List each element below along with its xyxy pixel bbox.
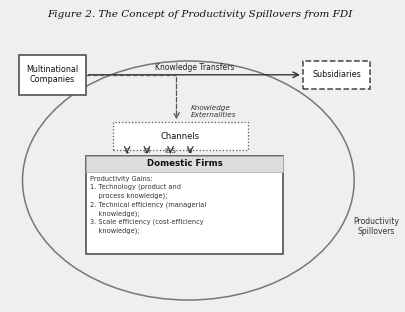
Text: C: C	[124, 149, 129, 154]
Text: DI: DI	[143, 149, 150, 154]
Text: Domestic Firms: Domestic Firms	[146, 159, 222, 168]
Text: Knowledge
Externalities: Knowledge Externalities	[190, 105, 235, 118]
Text: Multinational
Companies: Multinational Companies	[26, 65, 78, 85]
Text: Productivity Gains:
1. Technology (product and
    process knowledge);
2. Techni: Productivity Gains: 1. Technology (produ…	[90, 176, 206, 234]
Text: I&S: I&S	[164, 149, 176, 154]
Text: Channels: Channels	[160, 132, 200, 141]
FancyBboxPatch shape	[113, 122, 247, 150]
FancyBboxPatch shape	[85, 156, 282, 172]
FancyBboxPatch shape	[302, 61, 369, 89]
Text: Knowledge Transfers: Knowledge Transfers	[154, 63, 233, 72]
Text: VI: VI	[186, 149, 193, 154]
Text: Productivity
Spillovers: Productivity Spillovers	[352, 217, 398, 236]
FancyBboxPatch shape	[85, 156, 282, 254]
FancyBboxPatch shape	[19, 55, 85, 95]
Text: Subsidiaries: Subsidiaries	[311, 70, 360, 79]
Text: Figure 2. The Concept of Productivity Spillovers from FDI: Figure 2. The Concept of Productivity Sp…	[47, 10, 352, 19]
